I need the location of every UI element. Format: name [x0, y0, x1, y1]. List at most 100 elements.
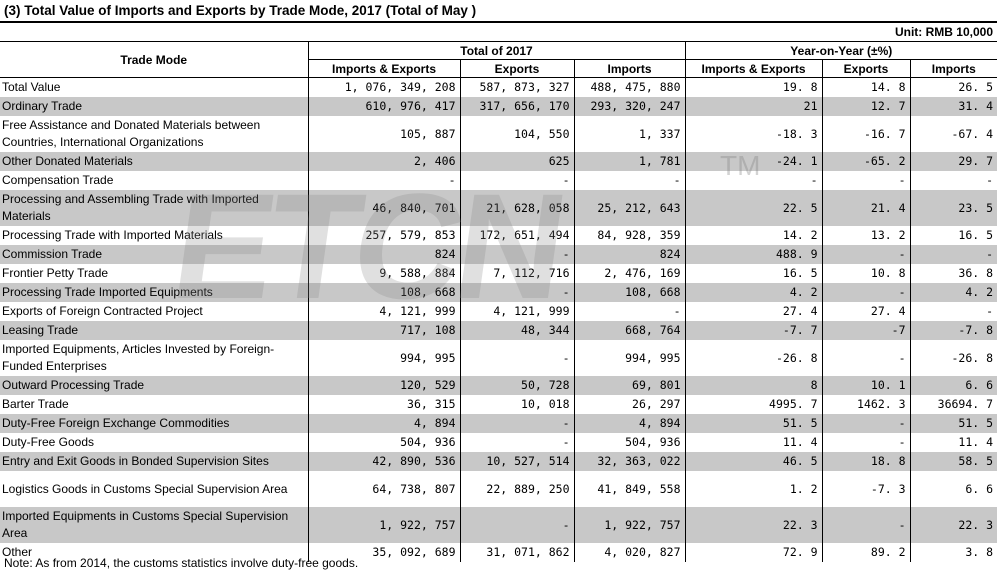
cell-yex: -	[822, 507, 911, 543]
table-row: Imported Equipments in Customs Special S…	[0, 507, 997, 543]
table-row: Ordinary Trade 610, 976, 417 317, 656, 170…	[0, 97, 997, 116]
unit-label: Unit: RMB 10,000	[894, 25, 993, 39]
cell-ex: -	[460, 171, 575, 190]
cell-yie: 488. 9	[685, 245, 823, 264]
cell-im: 1, 337	[574, 116, 686, 152]
cell-yex: -	[822, 433, 911, 452]
cell-im: 293, 320, 247	[574, 97, 686, 116]
cell-yie: 51. 5	[685, 414, 823, 433]
header-yoy-group: Year-on-Year (±%)	[685, 41, 997, 60]
cell-yim: -67. 4	[951, 126, 994, 141]
table-row: Barter Trade 36, 315 10, 018 26, 297 4995. 7…	[0, 395, 997, 414]
cell-yim: 23. 5	[910, 190, 997, 226]
table-body: Total Value 1, 076, 349, 208 587, 873, 327…	[0, 77, 997, 562]
cell-im: 25, 212, 643	[574, 190, 686, 226]
cell-yex: -7. 3	[822, 471, 911, 507]
cell-yim: 58. 5	[910, 452, 997, 471]
table-row: Duty-Free Goods 504, 936-504, 936 11. 4-11…	[0, 433, 997, 452]
row-label: Total Value	[0, 77, 309, 97]
cell-yie: 14. 2	[685, 226, 823, 245]
table-title-bar: (3) Total Value of Imports and Exports b…	[0, 0, 997, 23]
cell-ie: 2, 406	[308, 152, 461, 171]
cell-yex: 10. 1	[822, 376, 911, 395]
cell-ie: 1, 922, 757	[308, 507, 461, 543]
table-row: Leasing Trade 717, 108 48, 344 668, 764 -7. …	[0, 321, 997, 340]
cell-yim: 11. 4	[958, 435, 994, 449]
cell-ex: 7, 112, 716	[460, 264, 575, 283]
table-row: Processing and Assembling Trade with Imp…	[0, 190, 997, 226]
cell-ex: -	[460, 340, 575, 376]
cell-ie: 504, 936	[308, 433, 461, 452]
cell-ie: 257, 579, 853	[308, 226, 461, 245]
cell-ie: 108, 668	[308, 283, 461, 302]
cell-ie: 4, 894	[308, 414, 461, 433]
header-col-yoy-imports: Imports	[910, 59, 997, 78]
row-label: Exports of Foreign Contracted Project	[0, 302, 309, 321]
header-col-yoy-exports: Exports	[822, 59, 911, 78]
table-row: Entry and Exit Goods in Bonded Supervisi…	[0, 452, 997, 471]
cell-ie: 9, 588, 884	[308, 264, 461, 283]
header-row-group: Trade Mode Total of 2017 Year-on-Year (±…	[0, 41, 997, 78]
cell-ex: 21, 628, 058	[460, 190, 575, 226]
cell-yim: 51. 5	[910, 414, 997, 433]
row-label: Processing and Assembling Trade with Imp…	[0, 190, 309, 226]
cell-yex: 18. 8	[822, 452, 911, 471]
row-label: Free Assistance and Donated Materials be…	[0, 116, 309, 152]
cell-yie: 19. 8	[685, 77, 823, 97]
trade-mode-table: Trade Mode Total of 2017 Year-on-Year (±…	[0, 41, 997, 562]
row-label: Processing Trade Imported Equipments	[0, 283, 309, 302]
table-row: Processing Trade Imported Equipments 108,…	[0, 283, 997, 302]
cell-yie: 22. 3	[685, 507, 823, 543]
header-col-exports: Exports	[460, 59, 575, 78]
cell-yie: 1. 2	[685, 471, 823, 507]
row-label: Duty-Free Goods	[0, 433, 309, 452]
cell-yie: 27. 4	[685, 302, 823, 321]
table-row: Free Assistance and Donated Materials be…	[0, 116, 997, 152]
cell-ie: 717, 108	[308, 321, 461, 340]
cell-im: 84, 928, 359	[574, 226, 686, 245]
cell-ex: 22, 889, 250	[460, 471, 575, 507]
cell-yie: -	[685, 171, 823, 190]
cell-yex: -7	[822, 321, 911, 340]
cell-im: 4, 894	[574, 414, 686, 433]
row-label: Entry and Exit Goods in Bonded Supervisi…	[0, 452, 309, 471]
cell-yex: 21. 4	[822, 190, 911, 226]
cell-im: -	[574, 302, 686, 321]
table-row: Other 35, 092, 689 31, 071, 862 4, 020, 827…	[0, 543, 997, 562]
cell-ie: 994, 995	[308, 340, 461, 376]
cell-im: 488, 475, 880	[574, 77, 686, 97]
row-label: Logistics Goods in Customs Special Super…	[0, 471, 309, 507]
table-row: Outward Processing Trade 120, 529 50, 728 6…	[0, 376, 997, 395]
header-total-group: Total of 2017	[308, 41, 686, 60]
cell-yex: 89. 2	[822, 543, 911, 562]
cell-yie: 72. 9	[685, 543, 823, 562]
row-label: Other	[0, 543, 309, 562]
cell-yie: 4. 2	[685, 283, 823, 302]
cell-yim: 29. 7	[910, 152, 997, 171]
cell-yim: 26. 5	[958, 80, 994, 94]
row-label: Duty-Free Foreign Exchange Commodities	[0, 414, 309, 433]
cell-ie: 610, 976, 417	[308, 97, 461, 116]
cell-yex: -65. 2	[822, 152, 911, 171]
cell-yie: 11. 4	[685, 433, 823, 452]
cell-im: 108, 668	[574, 283, 686, 302]
cell-yie: -24. 1	[685, 152, 823, 171]
cell-ex: 4, 121, 999	[460, 302, 575, 321]
table-row: Compensation Trade - - - - - -	[0, 171, 997, 190]
cell-im: 69, 801	[574, 376, 686, 395]
cell-yex: 13. 2	[822, 226, 911, 245]
cell-yex: 1462. 3	[822, 395, 911, 414]
cell-yex: -	[822, 414, 911, 433]
cell-ex: -	[460, 433, 575, 452]
row-label: Compensation Trade	[0, 171, 309, 190]
cell-im: 504, 936	[574, 433, 686, 452]
cell-ex: -	[460, 414, 575, 433]
table-row: Duty-Free Foreign Exchange Commodities 4,…	[0, 414, 997, 433]
cell-yex: -	[822, 245, 911, 264]
cell-ex: 50, 728	[460, 376, 575, 395]
cell-im: 26, 297	[574, 395, 686, 414]
cell-yim: -	[986, 304, 994, 318]
cell-ie: 36, 315	[308, 395, 461, 414]
cell-ie: 35, 092, 689	[308, 543, 461, 562]
cell-im: 32, 363, 022	[574, 452, 686, 471]
